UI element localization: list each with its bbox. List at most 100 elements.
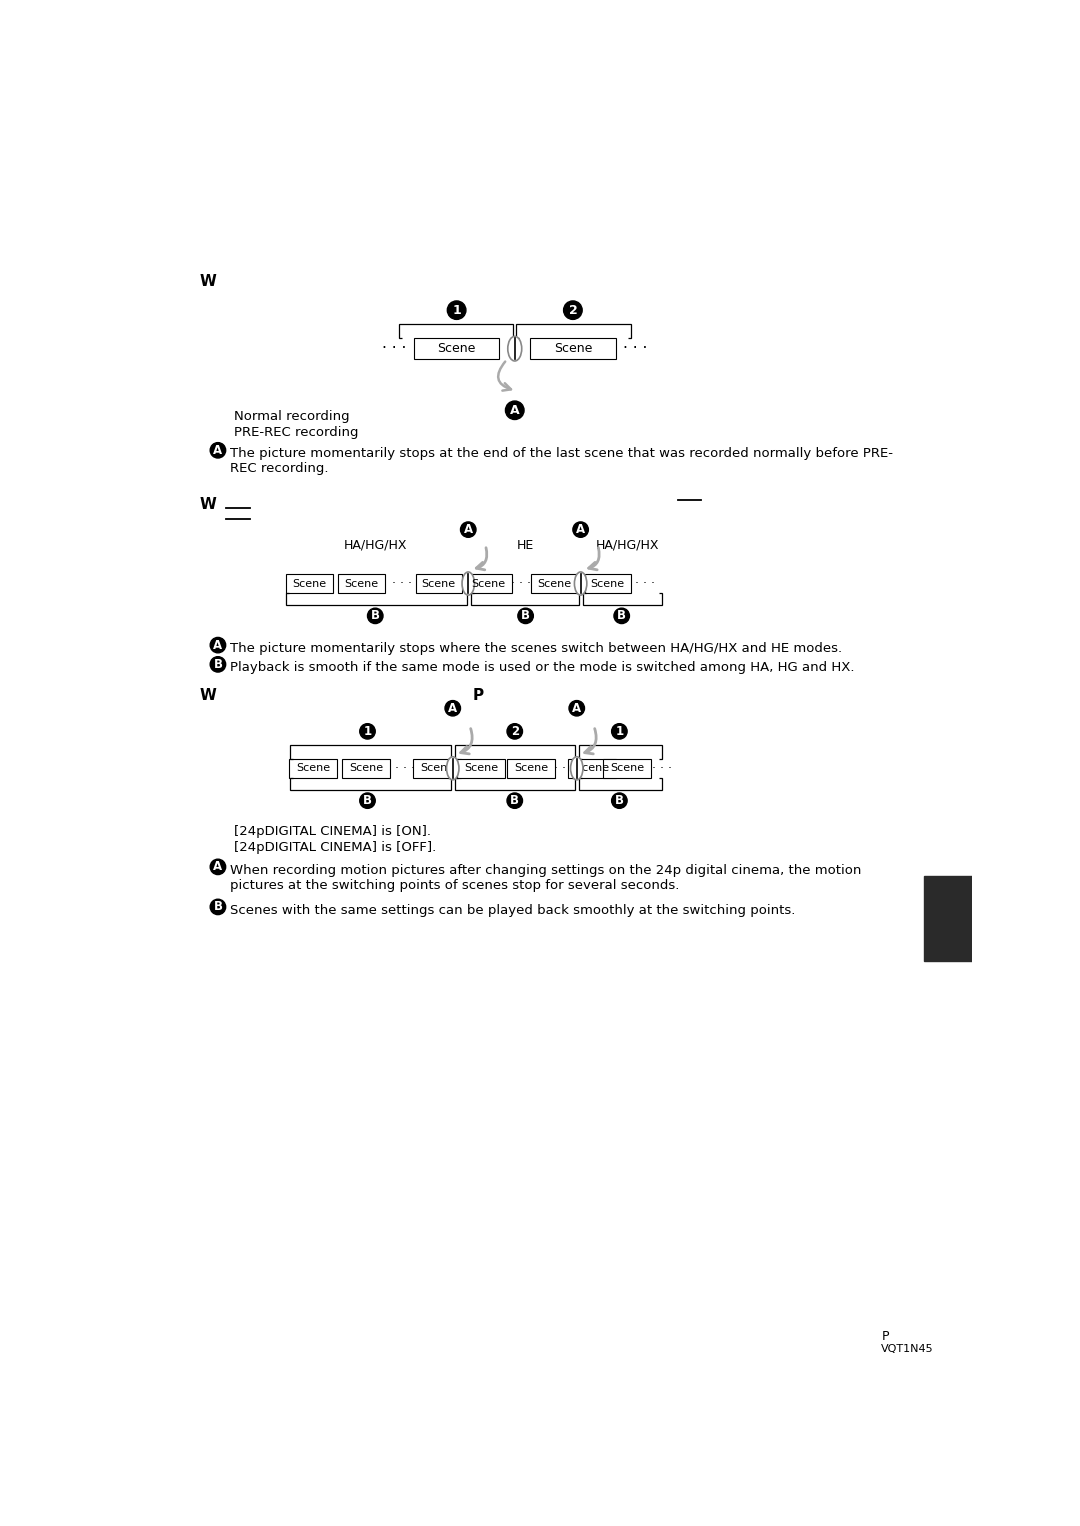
Text: HA/HG/HX: HA/HG/HX <box>595 539 659 552</box>
Text: Scene: Scene <box>537 578 571 589</box>
Text: · · ·: · · · <box>394 761 415 775</box>
FancyArrowPatch shape <box>584 728 596 754</box>
Bar <box>531 574 578 592</box>
Text: When recording motion pictures after changing settings on the 24p digital cinema: When recording motion pictures after cha… <box>230 864 861 891</box>
Circle shape <box>211 899 226 914</box>
Text: P: P <box>472 688 483 703</box>
Text: · · ·: · · · <box>382 342 407 356</box>
Circle shape <box>507 794 523 809</box>
Bar <box>924 876 972 961</box>
FancyArrowPatch shape <box>461 728 472 754</box>
Text: B: B <box>370 609 380 623</box>
Text: B: B <box>214 658 222 671</box>
FancyArrowPatch shape <box>498 362 511 391</box>
Text: Scene: Scene <box>345 578 378 589</box>
Circle shape <box>569 700 584 716</box>
Text: A: A <box>214 638 222 652</box>
Bar <box>342 758 390 778</box>
Ellipse shape <box>462 572 474 595</box>
Text: A: A <box>448 702 457 714</box>
Circle shape <box>505 401 524 420</box>
Circle shape <box>460 522 476 537</box>
Text: A: A <box>214 444 222 456</box>
Text: The picture momentarily stops where the scenes switch between HA/HG/HX and HE mo: The picture momentarily stops where the … <box>230 642 841 655</box>
Text: 1: 1 <box>616 725 623 739</box>
Bar <box>458 758 505 778</box>
Bar <box>338 574 384 592</box>
Text: Scene: Scene <box>471 578 505 589</box>
Bar <box>289 758 337 778</box>
Ellipse shape <box>570 757 583 780</box>
Bar <box>507 758 555 778</box>
Circle shape <box>564 301 582 319</box>
Bar <box>530 337 616 360</box>
Text: HE: HE <box>517 539 535 552</box>
Text: 1: 1 <box>453 304 461 317</box>
Text: · · ·: · · · <box>652 761 672 775</box>
Text: Scene: Scene <box>293 578 326 589</box>
Text: Scene: Scene <box>610 763 644 774</box>
Text: A: A <box>463 523 473 536</box>
Text: A: A <box>572 702 581 714</box>
Text: The picture momentarily stops at the end of the last scene that was recorded nor: The picture momentarily stops at the end… <box>230 447 892 475</box>
Circle shape <box>367 609 383 624</box>
Bar <box>414 758 461 778</box>
Text: Scenes with the same settings can be played back smoothly at the switching point: Scenes with the same settings can be pla… <box>230 903 795 917</box>
Circle shape <box>211 859 226 874</box>
Text: 2: 2 <box>568 304 577 317</box>
Text: · · ·: · · · <box>392 577 411 591</box>
Text: VQT1N45: VQT1N45 <box>881 1343 934 1354</box>
Ellipse shape <box>508 336 522 362</box>
Text: B: B <box>615 794 624 807</box>
Text: Scene: Scene <box>514 763 548 774</box>
Text: Scene: Scene <box>421 578 456 589</box>
Circle shape <box>360 723 375 739</box>
Text: PRE-REC recording: PRE-REC recording <box>234 426 359 438</box>
Text: Scene: Scene <box>464 763 499 774</box>
Circle shape <box>517 609 534 624</box>
Text: P: P <box>881 1331 889 1343</box>
Circle shape <box>445 700 460 716</box>
Text: B: B <box>363 794 372 807</box>
Text: B: B <box>522 609 530 623</box>
Text: A: A <box>214 861 222 873</box>
Text: W: W <box>200 275 216 288</box>
Text: HA/HG/HX: HA/HG/HX <box>343 539 407 552</box>
Text: B: B <box>214 900 222 914</box>
Text: W: W <box>200 688 216 703</box>
Text: [24pDIGITAL CINEMA] is [ON].: [24pDIGITAL CINEMA] is [ON]. <box>234 826 431 838</box>
FancyArrowPatch shape <box>476 548 487 569</box>
Text: · · ·: · · · <box>623 342 647 356</box>
Circle shape <box>360 794 375 809</box>
Ellipse shape <box>575 572 586 595</box>
Circle shape <box>447 301 465 319</box>
Text: Scene: Scene <box>554 342 592 356</box>
Ellipse shape <box>446 757 459 780</box>
Text: Scene: Scene <box>591 578 625 589</box>
Circle shape <box>572 522 589 537</box>
Text: Scene: Scene <box>349 763 383 774</box>
Circle shape <box>611 723 627 739</box>
Bar <box>286 574 333 592</box>
Circle shape <box>211 638 226 653</box>
Circle shape <box>211 443 226 458</box>
Text: B: B <box>510 794 519 807</box>
Text: Scene: Scene <box>296 763 330 774</box>
Text: A: A <box>576 523 585 536</box>
FancyArrowPatch shape <box>589 548 599 569</box>
Bar <box>465 574 512 592</box>
Text: W: W <box>200 497 216 513</box>
Text: · · ·: · · · <box>511 577 531 591</box>
Text: · · ·: · · · <box>635 577 654 591</box>
Text: 2: 2 <box>511 725 518 739</box>
Text: 1: 1 <box>364 725 372 739</box>
Bar <box>603 758 651 778</box>
Bar <box>584 574 631 592</box>
Text: Scene: Scene <box>437 342 476 356</box>
Circle shape <box>507 723 523 739</box>
Circle shape <box>611 794 627 809</box>
Text: [24pDIGITAL CINEMA] is [OFF].: [24pDIGITAL CINEMA] is [OFF]. <box>234 841 436 853</box>
Bar <box>416 574 462 592</box>
Circle shape <box>211 656 226 671</box>
Text: · · ·: · · · <box>554 761 573 775</box>
